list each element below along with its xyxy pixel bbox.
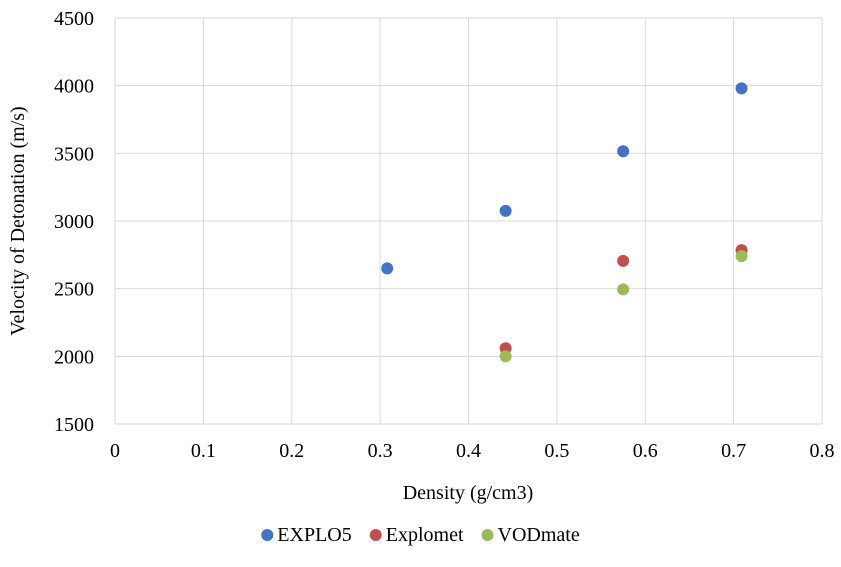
x-axis-title: Density (g/cm3) — [403, 482, 534, 504]
x-tick-label: 0.1 — [191, 440, 216, 462]
y-tick-label: 2500 — [54, 279, 94, 301]
y-tick-label: 4500 — [54, 8, 94, 30]
y-axis-ticks: 1500 2000 2500 3000 3500 4000 4500 — [54, 8, 94, 436]
data-point-explo5 — [617, 145, 630, 158]
y-tick-label: 2000 — [54, 346, 94, 368]
gridlines — [114, 17, 823, 425]
x-tick-label: 0.6 — [633, 440, 658, 462]
y-tick-label: 1500 — [54, 414, 94, 436]
data-point-vodmate — [499, 350, 512, 363]
x-tick-label: 0.8 — [810, 440, 835, 462]
legend-label-explo5: EXPLO5 — [277, 524, 351, 546]
x-axis-ticks: 0 0.1 0.2 0.3 0.4 0.5 0.6 0.7 0.8 — [110, 440, 835, 462]
x-tick-label: 0.7 — [721, 440, 746, 462]
x-tick-label: 0.2 — [279, 440, 304, 462]
data-point-explomet — [617, 254, 630, 267]
data-point-vodmate — [735, 250, 748, 263]
y-tick-label: 3500 — [54, 143, 94, 165]
x-tick-label: 0.4 — [456, 440, 481, 462]
data-points — [381, 82, 748, 363]
legend-label-vodmate: VODmate — [498, 524, 580, 546]
x-tick-label: 0 — [110, 440, 120, 462]
legend-marker-explo5 — [261, 529, 274, 541]
legend-label-explomet: Explomet — [386, 524, 464, 546]
y-tick-label: 3000 — [54, 211, 94, 233]
data-point-explo5 — [381, 262, 394, 275]
legend: EXPLO5 Explomet VODmate — [261, 524, 580, 546]
data-point-vodmate — [617, 283, 630, 296]
legend-marker-explomet — [369, 529, 382, 541]
data-point-explo5 — [735, 82, 748, 95]
y-tick-label: 4000 — [54, 76, 94, 98]
legend-marker-vodmate — [481, 529, 494, 541]
x-tick-label: 0.3 — [368, 440, 393, 462]
data-point-explo5 — [499, 204, 512, 217]
y-axis-title: Velocity of Detonation (m/s) — [7, 106, 29, 335]
x-tick-label: 0.5 — [544, 440, 569, 462]
